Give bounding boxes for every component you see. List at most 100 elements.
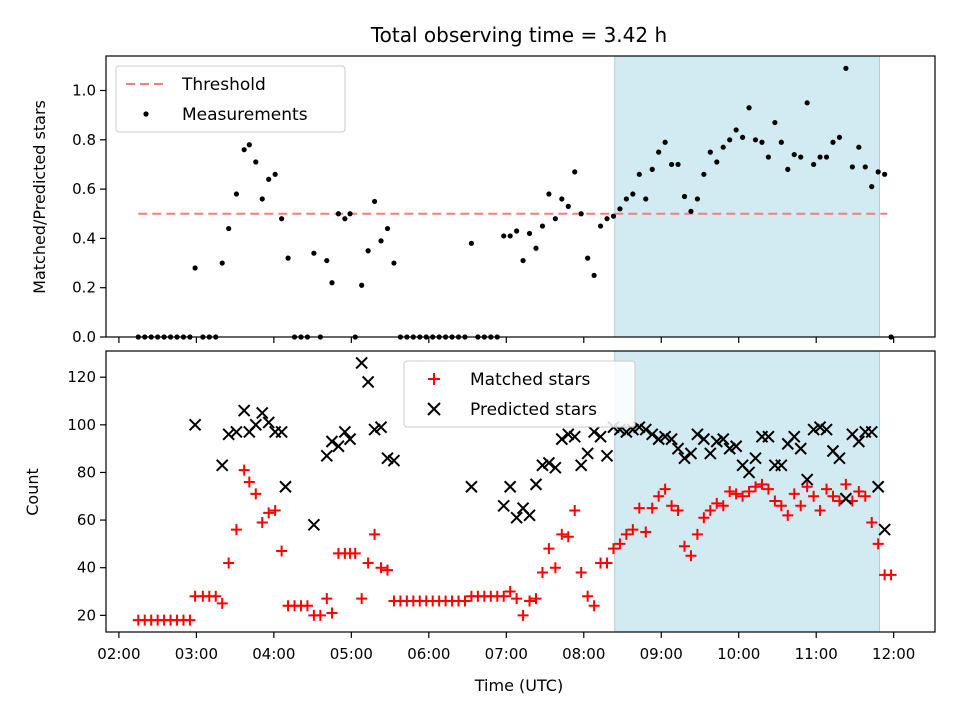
y-tick-label: 0.8 bbox=[72, 131, 96, 149]
predicted-point bbox=[465, 480, 478, 493]
predicted-point bbox=[749, 451, 762, 465]
legend-frame bbox=[115, 65, 346, 133]
predicted-point bbox=[633, 420, 646, 434]
y-tick-label: 40 bbox=[77, 559, 96, 577]
measurement-point bbox=[843, 65, 849, 71]
predicted-point bbox=[775, 459, 788, 472]
panel-top-yticks: 0.0 0.2 0.4 0.6 0.8 1.0 bbox=[72, 82, 106, 346]
measurement-point bbox=[804, 100, 810, 106]
matched-point bbox=[504, 586, 516, 598]
measurement-point bbox=[649, 166, 655, 172]
predicted-point bbox=[368, 423, 381, 436]
predicted-point bbox=[510, 511, 523, 524]
measurement-point bbox=[733, 127, 739, 133]
legend-matched-label: Matched stars bbox=[470, 370, 590, 390]
matched-point bbox=[614, 538, 626, 550]
y-tick-label: 0.4 bbox=[72, 229, 96, 247]
predicted-point bbox=[652, 432, 665, 446]
matched-point bbox=[685, 550, 697, 562]
matched-point bbox=[549, 562, 561, 574]
panel-bottom-legend: Matched stars Predicted stars bbox=[403, 360, 636, 428]
predicted-point bbox=[871, 480, 885, 493]
matched-point bbox=[646, 502, 658, 514]
matched-point bbox=[704, 505, 716, 517]
measurement-point bbox=[552, 216, 558, 222]
predicted-point bbox=[729, 440, 743, 453]
y-tick-label: 100 bbox=[67, 416, 96, 434]
measurement-point bbox=[359, 282, 365, 288]
predicted-point bbox=[697, 432, 711, 446]
matched-point bbox=[362, 557, 374, 569]
matched-point bbox=[795, 500, 807, 512]
x-tick-label: 05:00 bbox=[330, 645, 373, 663]
measurement-point bbox=[246, 142, 252, 148]
measurement-point bbox=[759, 139, 765, 145]
matched-point bbox=[659, 483, 671, 495]
measurement-point bbox=[739, 134, 746, 140]
measurement-point bbox=[662, 139, 668, 145]
measurement-point bbox=[565, 203, 571, 209]
predicted-point bbox=[216, 459, 229, 472]
matched-point bbox=[263, 507, 275, 519]
matched-point bbox=[321, 593, 333, 605]
matched-point bbox=[827, 490, 839, 502]
matched-point bbox=[859, 490, 871, 502]
predicted-point bbox=[820, 423, 833, 436]
measurement-point bbox=[772, 119, 778, 126]
measurement-point bbox=[610, 213, 617, 219]
matched-point bbox=[872, 538, 884, 550]
panel-bottom-xticks: 02:00 03:00 04:00 05:00 06:00 07:00 08:00 09:00… bbox=[97, 632, 915, 663]
measurement-point bbox=[378, 238, 384, 244]
predicted-point bbox=[710, 435, 723, 448]
matched-point bbox=[633, 502, 645, 514]
predicted-point bbox=[387, 454, 401, 467]
predicted-point bbox=[646, 428, 659, 441]
matched-point bbox=[814, 505, 826, 517]
predicted-point bbox=[684, 447, 698, 460]
matched-point bbox=[672, 505, 684, 517]
measurement-point bbox=[778, 139, 784, 145]
panel-bottom-frame bbox=[105, 350, 936, 633]
measurement-point bbox=[533, 245, 539, 251]
measurement-point bbox=[720, 144, 726, 150]
measurement-point bbox=[342, 216, 348, 222]
measurement-point bbox=[688, 208, 694, 214]
matched-point bbox=[326, 607, 338, 619]
matched-point bbox=[562, 531, 574, 543]
panel-top: 0.0 0.2 0.4 0.6 0.8 1.0 Matched/Predicted sta… bbox=[30, 55, 936, 346]
measurement-point bbox=[623, 196, 629, 202]
measurement-point bbox=[727, 137, 733, 143]
matched-point bbox=[301, 600, 313, 612]
predicted-point bbox=[581, 447, 594, 460]
predicted-point bbox=[361, 375, 375, 389]
matched-point bbox=[498, 590, 510, 602]
chart-title: Total observing time = 3.42 h bbox=[370, 23, 667, 47]
measurement-point bbox=[823, 154, 830, 160]
x-tick-label: 08:00 bbox=[562, 645, 605, 663]
predicted-point bbox=[865, 425, 878, 439]
predicted-point bbox=[249, 418, 262, 432]
matched-point bbox=[256, 516, 268, 528]
matched-point bbox=[588, 600, 600, 612]
matched-point bbox=[607, 543, 619, 555]
predicted-point bbox=[503, 480, 517, 493]
panel-bottom-yticks: 20 40 60 80 100 120 bbox=[67, 368, 106, 624]
measurement-point bbox=[272, 171, 278, 177]
measurement-point bbox=[675, 161, 681, 168]
matched-point bbox=[243, 476, 255, 488]
measurement-point bbox=[572, 169, 578, 175]
measurement-point bbox=[817, 154, 823, 160]
predicted-point bbox=[320, 449, 334, 462]
predicted-point bbox=[704, 447, 717, 460]
legend-measurements-label: Measurements bbox=[182, 105, 308, 125]
measurement-points bbox=[135, 65, 894, 340]
panel-top-legend: Threshold Measurements bbox=[115, 65, 346, 133]
matched-point bbox=[582, 590, 594, 602]
measurement-point bbox=[559, 196, 565, 202]
legend-frame bbox=[403, 360, 636, 428]
predicted-point bbox=[381, 451, 394, 465]
measurement-point bbox=[501, 233, 507, 239]
x-tick-label: 03:00 bbox=[175, 645, 218, 663]
predicted-point bbox=[256, 406, 269, 420]
measurement-point bbox=[578, 211, 584, 217]
